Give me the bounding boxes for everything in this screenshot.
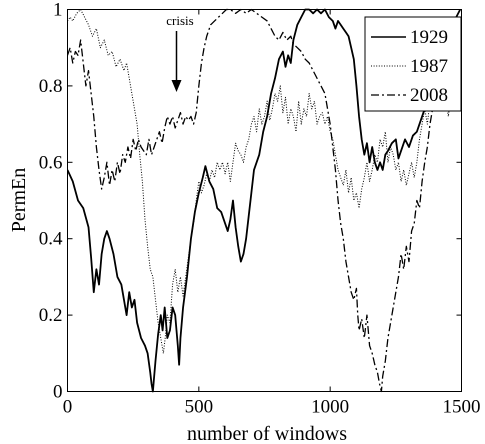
- legend-label-2008: 2008: [410, 85, 448, 106]
- x-tick-label: 0: [63, 397, 73, 418]
- crisis-annotation: crisis: [166, 13, 194, 92]
- series-line-1929: [67, 8, 461, 393]
- series-line-1987: [67, 9, 462, 354]
- x-tick-label: 500: [185, 397, 214, 418]
- y-tick-label: 0.2: [39, 305, 63, 326]
- legend: 1929 1987 2008: [364, 16, 462, 112]
- y-axis-label: PermEn: [8, 168, 30, 232]
- x-axis-label: number of windows: [187, 423, 347, 444]
- y-tick-label: 0.4: [39, 229, 63, 250]
- legend-box: [364, 16, 462, 112]
- annotation-arrow-head: [171, 80, 182, 92]
- legend-label-1987: 1987: [410, 56, 448, 77]
- y-tick-label: 1: [53, 0, 63, 21]
- plot-frame: [67, 9, 462, 392]
- plot-area: [67, 8, 462, 393]
- y-tick-label: 0.8: [39, 76, 63, 97]
- y-axis: 0 0.2 0.4 0.6 0.8 1: [39, 0, 462, 403]
- annotation-text: crisis: [166, 13, 193, 28]
- y-tick-label: 0.6: [39, 152, 63, 173]
- y-tick-label: 0: [53, 382, 63, 403]
- x-tick-label: 1000: [311, 397, 349, 418]
- legend-label-1929: 1929: [410, 27, 448, 48]
- series-line-2008: [67, 8, 462, 393]
- x-tick-label: 1500: [443, 397, 481, 418]
